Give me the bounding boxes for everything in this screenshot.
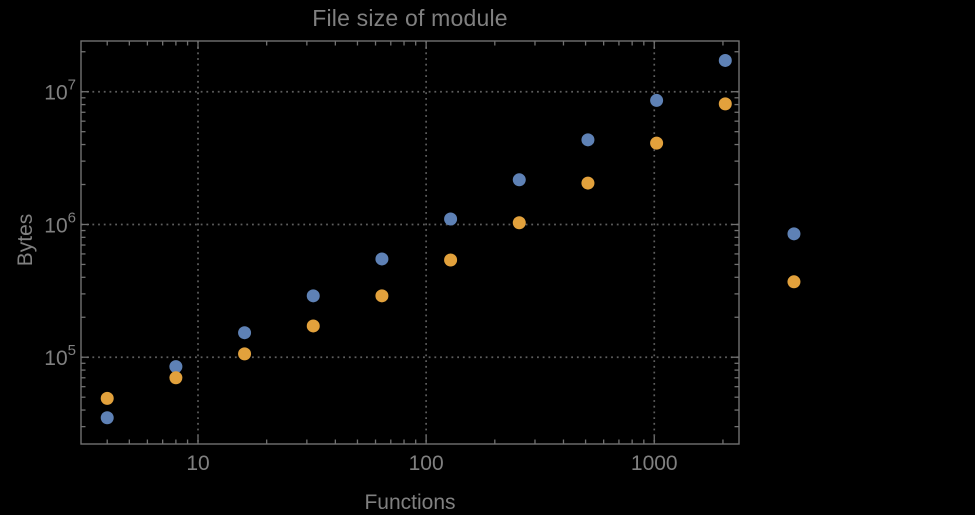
chart-title: File size of module bbox=[312, 5, 508, 31]
data-point bbox=[444, 212, 458, 226]
y-tick-label: 107 bbox=[44, 77, 76, 105]
data-point bbox=[238, 326, 252, 340]
data-point bbox=[787, 227, 801, 241]
x-tick-label: 10 bbox=[186, 452, 209, 475]
data-point bbox=[444, 253, 458, 267]
data-point bbox=[581, 176, 595, 190]
plot-frame bbox=[80, 40, 740, 445]
data-point bbox=[375, 289, 389, 303]
data-point bbox=[718, 53, 732, 67]
series-2-orange bbox=[100, 97, 801, 405]
y-tick-label: 106 bbox=[44, 209, 76, 237]
y-tick-labels: 105 106 107 bbox=[44, 77, 76, 371]
data-point bbox=[100, 391, 114, 405]
series-1-blue bbox=[100, 53, 801, 425]
data-point bbox=[306, 319, 320, 333]
x-tick-labels: 10 100 1000 bbox=[186, 452, 677, 475]
data-point bbox=[650, 93, 664, 107]
data-point bbox=[650, 136, 664, 150]
data-point bbox=[512, 216, 526, 230]
data-point bbox=[306, 289, 320, 303]
data-point bbox=[169, 371, 183, 385]
data-point bbox=[581, 133, 595, 147]
x-tick-label: 100 bbox=[409, 452, 444, 475]
data-point bbox=[169, 360, 183, 374]
data-point bbox=[375, 252, 389, 266]
data-point bbox=[512, 173, 526, 187]
y-tick-label: 105 bbox=[44, 342, 76, 370]
data-point bbox=[238, 347, 252, 361]
data-point bbox=[787, 275, 801, 289]
data-point bbox=[718, 97, 732, 111]
x-tick-label: 1000 bbox=[631, 452, 678, 475]
data-point bbox=[100, 411, 114, 425]
x-axis-label: Functions bbox=[364, 491, 456, 514]
axis-ticks bbox=[81, 41, 739, 444]
gridlines bbox=[81, 41, 739, 444]
